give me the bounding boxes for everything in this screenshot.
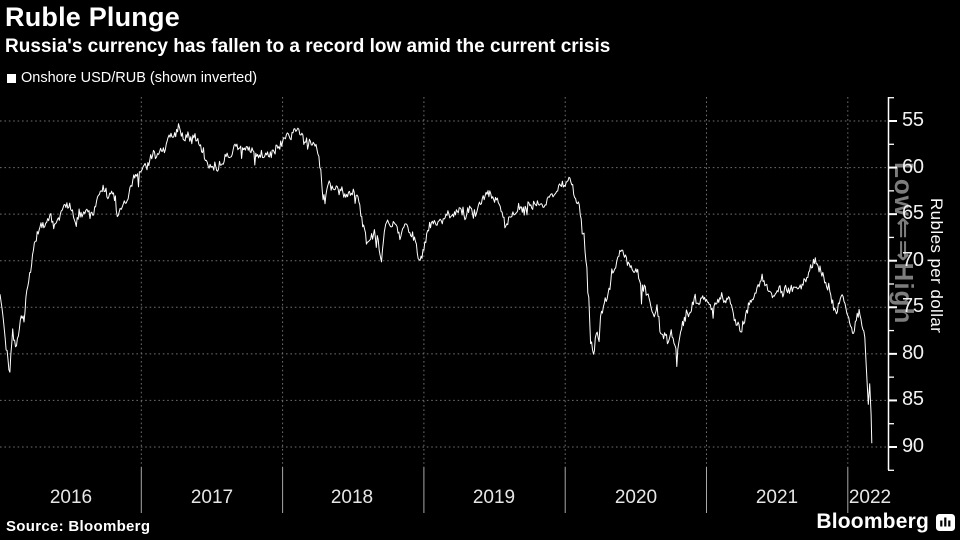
legend: Onshore USD/RUB (shown inverted) <box>7 70 257 86</box>
y-tick-label: 70 <box>902 249 924 271</box>
x-tick-label: 2019 <box>472 487 516 508</box>
y-axis-title: Rubles per dollar <box>927 198 946 334</box>
axis-direction-label: Low⇐⇒High <box>889 162 919 325</box>
series-line-usd-rub <box>0 123 873 444</box>
page-title: Ruble Plunge <box>5 2 180 32</box>
bloomberg-logo: Bloomberg <box>816 510 955 534</box>
legend-label: Onshore USD/RUB (shown inverted) <box>21 70 258 86</box>
y-tick-label: 60 <box>902 156 924 178</box>
x-tick-label: 2022 <box>848 487 892 508</box>
x-tick-label: 2017 <box>190 487 234 508</box>
source-credit: Source: Bloomberg <box>6 518 151 535</box>
y-tick-label: 80 <box>902 342 924 364</box>
x-tick-label: 2020 <box>614 487 658 508</box>
legend-swatch-icon <box>7 73 16 83</box>
y-tick-label: 55 <box>902 109 924 131</box>
x-tick-label: 2016 <box>49 487 93 508</box>
y-tick-label: 90 <box>902 435 924 457</box>
y-tick-label: 65 <box>902 202 924 224</box>
page-subtitle: Russia's currency has fallen to a record… <box>5 36 611 57</box>
bloomberg-bars-icon <box>936 513 955 531</box>
y-tick-label: 75 <box>902 295 924 317</box>
bloomberg-wordmark: Bloomberg <box>816 510 929 533</box>
x-tick-label: 2018 <box>330 487 374 508</box>
x-tick-label: 2021 <box>755 487 799 508</box>
y-tick-label: 85 <box>902 388 924 410</box>
